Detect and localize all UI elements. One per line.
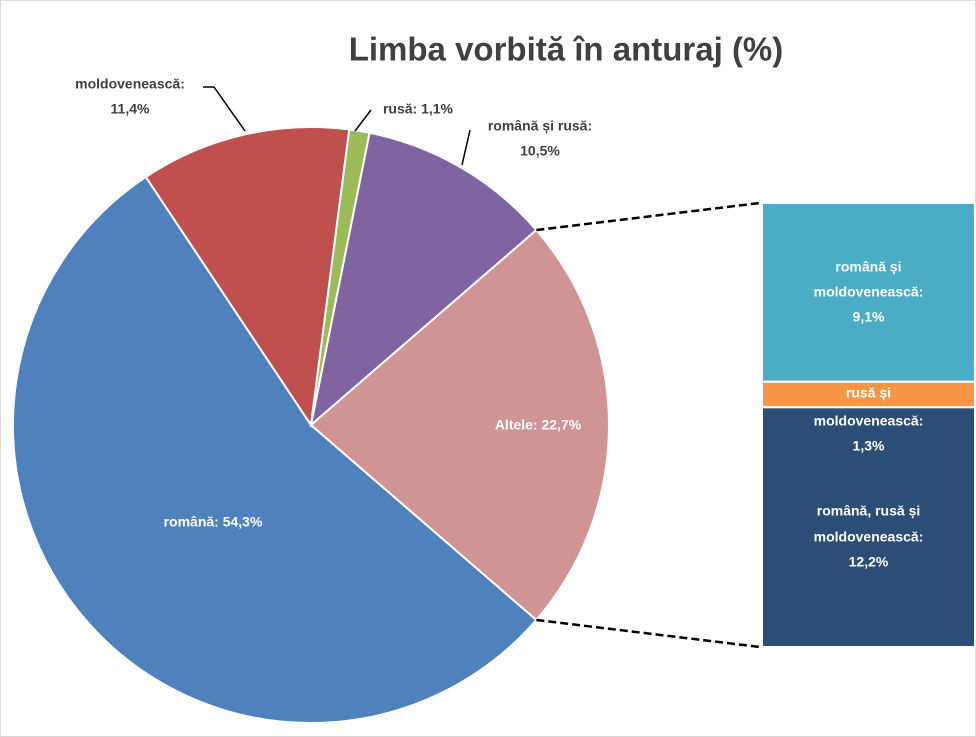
data-label: română și rusă:: [488, 118, 592, 134]
data-label: moldovenească:: [814, 284, 924, 300]
pie-slice: [309, 131, 538, 428]
data-label: 9,1%: [853, 309, 885, 325]
data-label: 10,5%: [520, 143, 560, 159]
pie-slice: [144, 126, 351, 428]
pie-slice: [12, 175, 538, 724]
data-label: 11,4%: [111, 101, 150, 117]
data-label: moldovenească:: [75, 76, 185, 92]
pie-slice: [309, 228, 610, 622]
leader-line: [461, 129, 471, 166]
data-label: moldovenească:: [814, 413, 924, 429]
leader-line: [354, 109, 372, 132]
connector: [536, 201, 761, 232]
chart-title: Limba vorbită în anturaj (%): [349, 31, 784, 68]
bar-segment: [761, 406, 976, 648]
data-label: 12,2%: [849, 554, 889, 570]
data-label: rusă: 1,1%: [383, 101, 454, 117]
data-label: rusă și: [846, 385, 891, 401]
data-label: moldovenească:: [814, 529, 924, 545]
data-label: 1,3%: [853, 438, 885, 454]
data-label: Altele: 22,7%: [495, 417, 582, 433]
data-label: română, rusă și: [817, 503, 921, 519]
data-label: română și: [835, 259, 901, 275]
bar-segment: [761, 380, 976, 409]
data-label: română: 54,3%: [164, 514, 263, 530]
leader-line: [203, 86, 246, 132]
bar-segment: [761, 202, 976, 383]
connector: [536, 618, 761, 649]
